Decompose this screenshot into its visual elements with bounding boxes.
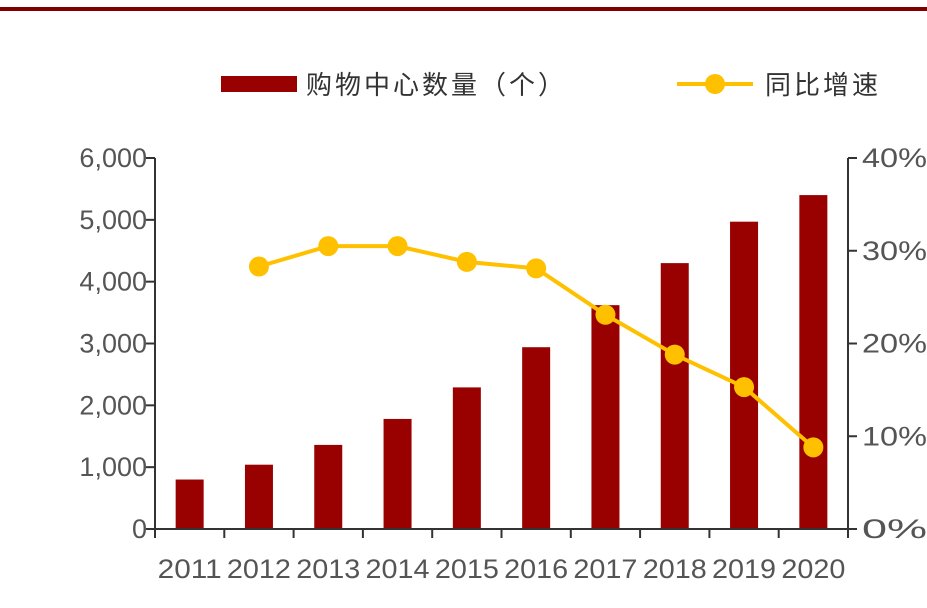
x-tick-label: 2020 bbox=[781, 554, 845, 584]
x-tick-label: 2019 bbox=[712, 554, 776, 584]
line-series bbox=[248, 236, 824, 458]
legend-line-label: 同比增速 bbox=[765, 71, 881, 101]
growth-point-2015 bbox=[456, 251, 477, 272]
x-tick-label: 2014 bbox=[366, 554, 430, 584]
legend-line-marker bbox=[705, 74, 725, 94]
left-tick-label: 4,000 bbox=[79, 267, 147, 297]
left-tick-label: 3,000 bbox=[79, 329, 147, 359]
legend-bar-swatch bbox=[221, 76, 297, 92]
axes: 0 1,000 2,000 3,000 4,000 5,000 6,000 0% 10% 20% 3… bbox=[79, 143, 927, 584]
bar-2017 bbox=[591, 305, 620, 529]
x-tick-label: 2011 bbox=[158, 554, 222, 584]
left-tick-label: 5,000 bbox=[79, 205, 147, 235]
growth-point-2017 bbox=[595, 304, 616, 325]
x-tick-label: 2012 bbox=[227, 554, 291, 584]
right-tick-label: 30% bbox=[862, 236, 927, 266]
bar-2019 bbox=[730, 221, 759, 529]
x-tick-label: 2015 bbox=[435, 554, 499, 584]
growth-point-2018 bbox=[664, 344, 685, 365]
left-tick-label: 0 bbox=[132, 514, 147, 544]
right-tick-label: 10% bbox=[862, 421, 927, 451]
left-tick-label: 1,000 bbox=[79, 452, 147, 482]
bar-2018 bbox=[660, 263, 689, 529]
bar-2011 bbox=[175, 479, 204, 529]
growth-point-2019 bbox=[734, 377, 755, 398]
bar-2020 bbox=[799, 195, 828, 529]
bar-2013 bbox=[314, 444, 343, 529]
growth-point-2020 bbox=[803, 437, 824, 458]
bar-2016 bbox=[522, 347, 551, 529]
left-tick-label: 6,000 bbox=[79, 143, 147, 173]
bar-2015 bbox=[452, 387, 481, 529]
legend: 购物中心数量（个） 同比增速 bbox=[221, 71, 881, 101]
bar-2012 bbox=[244, 464, 273, 529]
right-tick-label: 40% bbox=[862, 143, 927, 173]
bar-2014 bbox=[383, 418, 412, 529]
left-tick-label: 2,000 bbox=[79, 390, 147, 420]
bar-series bbox=[175, 195, 828, 529]
x-tick-label: 2016 bbox=[504, 554, 568, 584]
legend-bar-label: 购物中心数量（个） bbox=[306, 71, 567, 101]
top-rule bbox=[0, 7, 927, 11]
x-tick-label: 2018 bbox=[643, 554, 707, 584]
growth-point-2016 bbox=[526, 258, 547, 279]
growth-point-2012 bbox=[248, 256, 269, 277]
growth-point-2014 bbox=[387, 236, 408, 257]
growth-point-2013 bbox=[318, 236, 339, 257]
x-tick-label: 2013 bbox=[296, 554, 360, 584]
right-tick-label: 0% bbox=[862, 514, 927, 544]
x-tick-label: 2017 bbox=[573, 554, 637, 584]
right-tick-label: 20% bbox=[862, 329, 927, 359]
